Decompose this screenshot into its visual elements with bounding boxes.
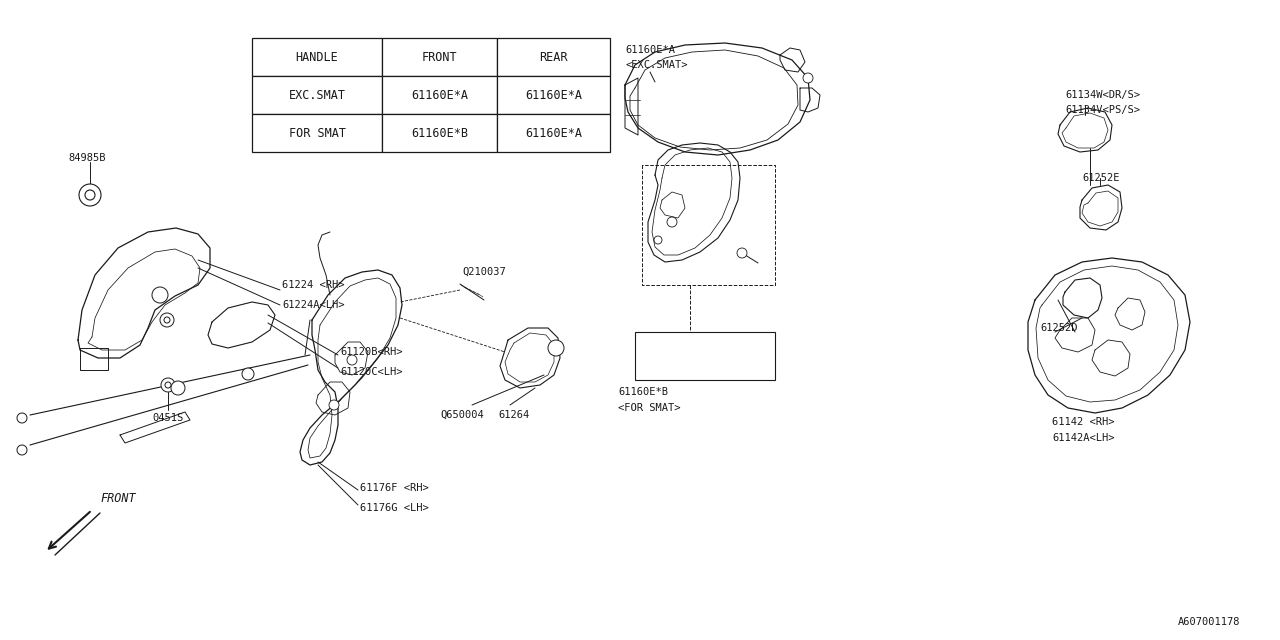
Bar — [381, 76, 497, 114]
Circle shape — [329, 400, 339, 410]
Circle shape — [737, 248, 748, 258]
Bar — [497, 76, 611, 114]
Bar — [381, 38, 497, 76]
Circle shape — [165, 382, 172, 388]
Bar — [252, 114, 381, 152]
Text: 61120C<LH>: 61120C<LH> — [340, 367, 402, 377]
Text: 61176F <RH>: 61176F <RH> — [360, 483, 429, 493]
Text: 61252D: 61252D — [1039, 323, 1078, 333]
Text: EXC.SMAT: EXC.SMAT — [288, 88, 346, 102]
Text: 0451S: 0451S — [152, 413, 183, 423]
Text: Q650004: Q650004 — [440, 410, 484, 420]
Text: 61134V<PS/S>: 61134V<PS/S> — [1065, 105, 1140, 115]
Text: <EXC.SMAT>: <EXC.SMAT> — [625, 60, 687, 70]
Circle shape — [654, 236, 662, 244]
Circle shape — [667, 217, 677, 227]
Bar — [252, 38, 381, 76]
Circle shape — [242, 368, 253, 380]
Text: 61252E: 61252E — [1082, 173, 1120, 183]
Text: 61120B<RH>: 61120B<RH> — [340, 347, 402, 357]
Circle shape — [160, 313, 174, 327]
Circle shape — [152, 287, 168, 303]
Text: REAR: REAR — [539, 51, 568, 63]
Text: <FOR SMAT>: <FOR SMAT> — [618, 403, 681, 413]
Circle shape — [548, 340, 564, 356]
Circle shape — [803, 73, 813, 83]
Text: FRONT: FRONT — [100, 492, 136, 504]
Bar — [497, 38, 611, 76]
Text: 84985B: 84985B — [68, 153, 105, 163]
Text: 61176G <LH>: 61176G <LH> — [360, 503, 429, 513]
Text: 61224 <RH>: 61224 <RH> — [282, 280, 344, 290]
Text: 61134W<DR/S>: 61134W<DR/S> — [1065, 90, 1140, 100]
Text: 61142A<LH>: 61142A<LH> — [1052, 433, 1115, 443]
Bar — [381, 114, 497, 152]
Text: 61142 <RH>: 61142 <RH> — [1052, 417, 1115, 427]
Text: 61160E*B: 61160E*B — [618, 387, 668, 397]
Bar — [497, 114, 611, 152]
Bar — [252, 76, 381, 114]
Text: Q210037: Q210037 — [462, 267, 506, 277]
Text: FRONT: FRONT — [421, 51, 457, 63]
Circle shape — [79, 184, 101, 206]
Circle shape — [84, 190, 95, 200]
Circle shape — [161, 378, 175, 392]
Circle shape — [17, 413, 27, 423]
Text: FOR SMAT: FOR SMAT — [288, 127, 346, 140]
Text: 61160E*A: 61160E*A — [525, 88, 582, 102]
Text: 61160E*A: 61160E*A — [625, 45, 675, 55]
Circle shape — [17, 445, 27, 455]
Text: 61160E*B: 61160E*B — [411, 127, 468, 140]
Text: 61264: 61264 — [498, 410, 529, 420]
Text: 61160E*A: 61160E*A — [525, 127, 582, 140]
Text: 61160E*A: 61160E*A — [411, 88, 468, 102]
Circle shape — [347, 355, 357, 365]
Circle shape — [164, 317, 170, 323]
Bar — [635, 332, 774, 380]
Text: HANDLE: HANDLE — [296, 51, 338, 63]
Text: 61224A<LH>: 61224A<LH> — [282, 300, 344, 310]
Circle shape — [172, 381, 186, 395]
Text: A607001178: A607001178 — [1178, 617, 1240, 627]
